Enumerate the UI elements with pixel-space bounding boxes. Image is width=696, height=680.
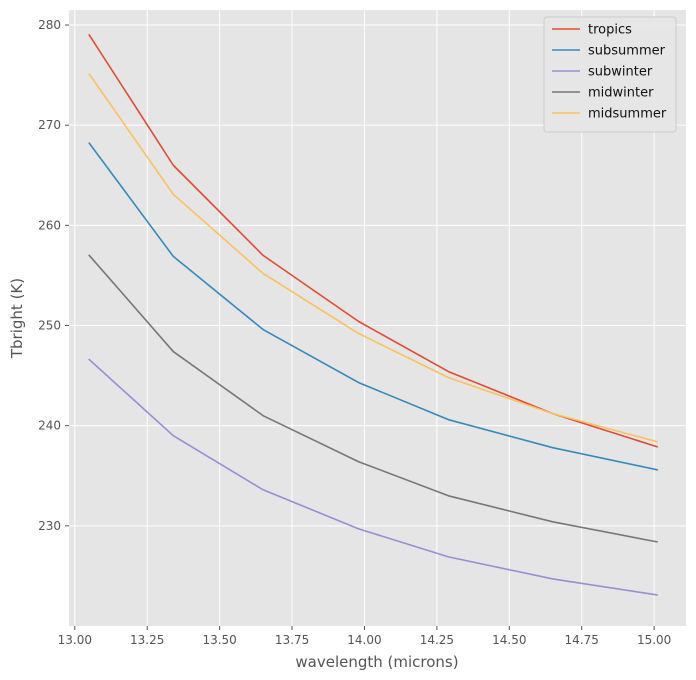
x-axis-label: wavelength (microns) xyxy=(295,653,458,671)
legend-label-subwinter: subwinter xyxy=(588,65,653,80)
series-lines xyxy=(88,33,659,596)
x-tick-label: 15.00 xyxy=(637,633,671,647)
series-line-subsummer xyxy=(88,142,658,471)
legend-label-subsummer: subsummer xyxy=(588,44,666,59)
x-tick-label: 14.25 xyxy=(420,633,454,647)
x-tick-label: 13.25 xyxy=(130,633,164,647)
y-tick-label: 230 xyxy=(38,519,61,533)
legend-label-tropics: tropics xyxy=(588,23,632,38)
legend-box xyxy=(543,16,677,133)
series-line-midsummer xyxy=(88,72,659,443)
legend: tropics subsummer subwinter midwinter midsum… xyxy=(543,16,677,133)
x-tick-label: 14.75 xyxy=(565,633,599,647)
x-tick-label: 13.75 xyxy=(275,633,309,647)
y-axis-ticks: 230 240 250 260 270 280 xyxy=(38,18,69,533)
legend-label-midwinter: midwinter xyxy=(588,86,654,101)
legend-label-midsummer: midsummer xyxy=(588,107,667,122)
y-tick-label: 270 xyxy=(38,118,61,132)
series-line-midwinter xyxy=(88,254,658,543)
y-tick-label: 280 xyxy=(38,18,61,32)
y-tick-label: 250 xyxy=(38,319,61,333)
x-tick-label: 13.50 xyxy=(202,633,236,647)
x-tick-label: 13.00 xyxy=(58,633,92,647)
series-line-subwinter xyxy=(88,358,658,596)
y-axis-label: Tbright (K) xyxy=(8,278,26,359)
x-axis-ticks: 13.00 13.25 13.50 13.75 14.00 14.25 14.50 14.75… xyxy=(58,626,671,647)
x-tick-label: 14.50 xyxy=(492,633,526,647)
y-tick-label: 260 xyxy=(38,218,61,232)
x-tick-label: 14.00 xyxy=(347,633,381,647)
y-tick-label: 240 xyxy=(38,419,61,433)
